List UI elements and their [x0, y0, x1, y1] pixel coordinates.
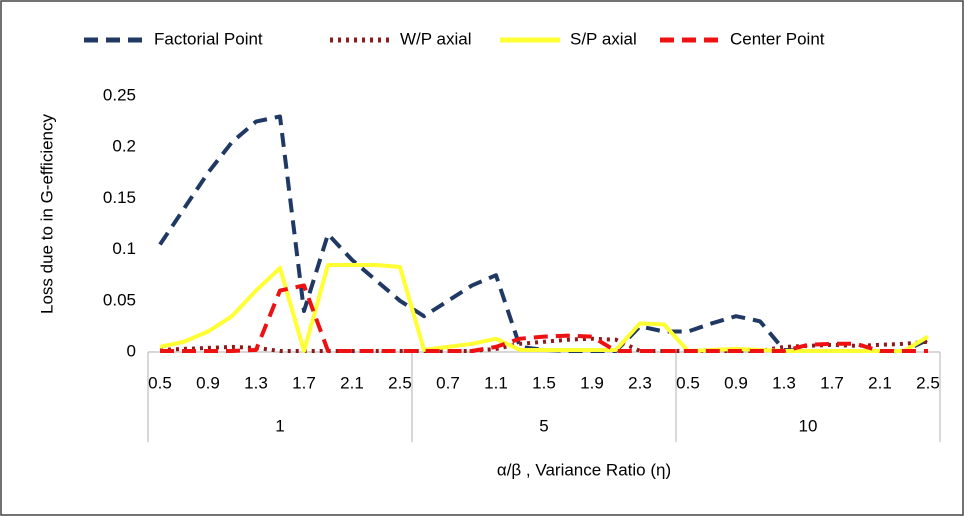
group-label: 1	[275, 416, 284, 435]
x-tick-label: 2.5	[916, 373, 940, 392]
legend-label: Factorial Point	[154, 29, 263, 48]
y-tick-label: 0.1	[112, 239, 136, 258]
y-tick-label: 0	[127, 341, 136, 360]
y-tick-label: 0.25	[103, 85, 136, 104]
legend-label: W/P axial	[400, 29, 472, 48]
x-tick-label: 0.5	[676, 373, 700, 392]
x-tick-label: 1.7	[292, 373, 316, 392]
x-tick-label: 0.9	[724, 373, 748, 392]
x-tick-label: 2.1	[868, 373, 892, 392]
series-line	[160, 283, 928, 353]
y-tick-label: 0.05	[103, 290, 136, 309]
x-tick-label: 1.7	[820, 373, 844, 392]
x-tick-label: 1.5	[532, 373, 556, 392]
x-tick-label: 1.1	[484, 373, 508, 392]
group-label: 10	[799, 416, 818, 435]
x-tick-label: 0.7	[436, 373, 460, 392]
y-tick-label: 0.2	[112, 137, 136, 156]
x-tick-label: 2.3	[628, 373, 652, 392]
series-line	[159, 262, 930, 353]
x-tick-label: 1.3	[244, 373, 268, 392]
series-line	[158, 114, 929, 353]
series-line	[159, 336, 929, 353]
x-tick-label: 0.9	[196, 373, 220, 392]
x-tick-label: 2.5	[388, 373, 412, 392]
y-axis-title: Loss due to in G-efficiency	[37, 113, 56, 314]
x-tick-label: 1.3	[772, 373, 796, 392]
group-label: 5	[539, 416, 548, 435]
y-tick-label: 0.15	[103, 188, 136, 207]
x-tick-label: 0.5	[148, 373, 172, 392]
x-tick-label: 2.1	[340, 373, 364, 392]
x-tick-label: 1.9	[580, 373, 604, 392]
x-axis-title: α/β , Variance Ratio (η)	[497, 460, 671, 479]
legend-label: Center Point	[730, 29, 825, 48]
legend-label: S/P axial	[570, 29, 637, 48]
